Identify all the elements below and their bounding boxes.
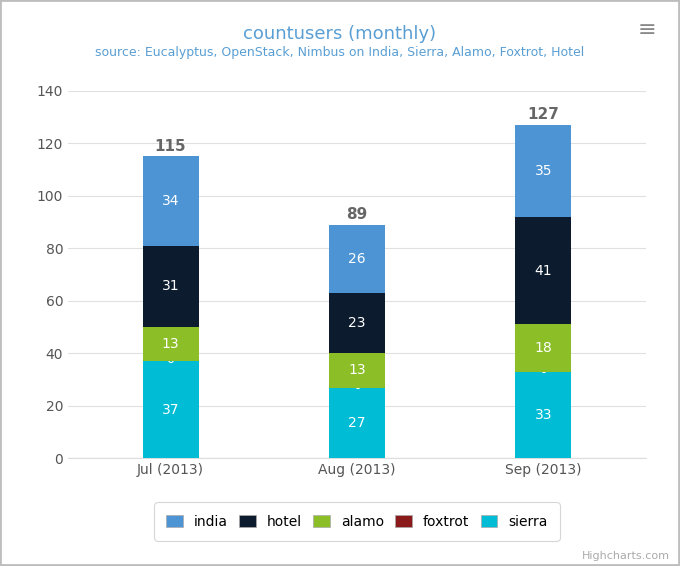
Text: 27: 27 (348, 416, 366, 430)
Bar (515, 324, 571, 372)
Bar (329, 225, 385, 293)
Text: 127: 127 (528, 107, 560, 122)
Text: 26: 26 (348, 252, 366, 266)
Text: 31: 31 (162, 280, 180, 293)
Text: 23: 23 (348, 316, 366, 330)
Bar (515, 125, 571, 217)
Text: ≡: ≡ (638, 20, 656, 40)
Text: 37: 37 (162, 403, 180, 417)
Bar (329, 388, 385, 458)
Text: 89: 89 (346, 207, 368, 222)
Text: 34: 34 (162, 194, 180, 208)
Legend: india, hotel, alamo, foxtrot, sierra: india, hotel, alamo, foxtrot, sierra (158, 506, 556, 537)
Text: 35: 35 (534, 164, 552, 178)
Bar (329, 293, 385, 353)
Text: 0: 0 (167, 353, 175, 366)
Text: 115: 115 (155, 139, 186, 153)
Bar (515, 217, 571, 324)
Bar (143, 156, 199, 246)
Text: countusers (monthly): countusers (monthly) (243, 25, 437, 44)
Bar (143, 327, 199, 361)
Text: 13: 13 (348, 363, 366, 378)
Text: 0: 0 (353, 379, 361, 392)
Text: Highcharts.com: Highcharts.com (582, 551, 670, 561)
Text: 18: 18 (534, 341, 552, 355)
Bar (143, 361, 199, 458)
Text: 13: 13 (162, 337, 180, 351)
Bar (515, 372, 571, 458)
Bar (143, 246, 199, 327)
Text: 41: 41 (534, 264, 552, 277)
Bar (329, 353, 385, 388)
Text: 0: 0 (539, 363, 547, 376)
Text: 33: 33 (534, 408, 552, 422)
Text: source: Eucalyptus, OpenStack, Nimbus on India, Sierra, Alamo, Foxtrot, Hotel: source: Eucalyptus, OpenStack, Nimbus on… (95, 46, 585, 59)
